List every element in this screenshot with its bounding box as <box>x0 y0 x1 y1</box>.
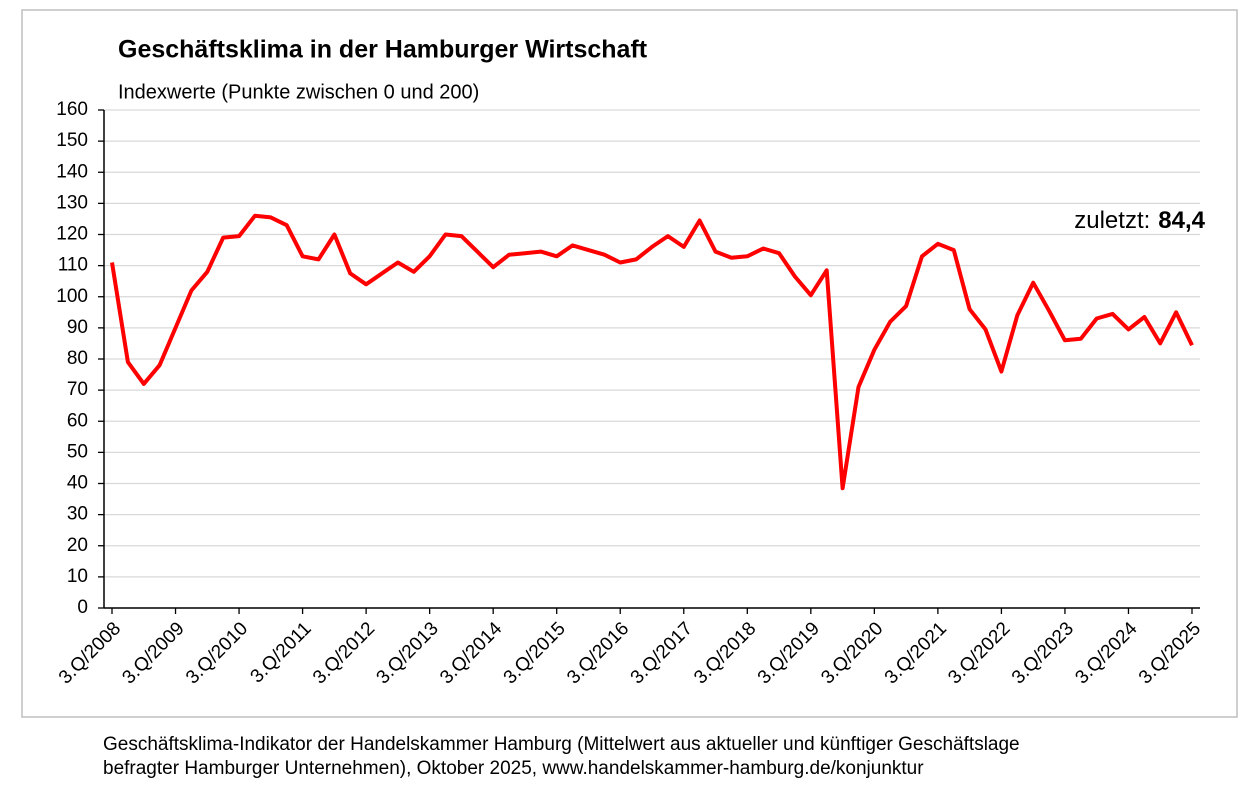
y-tick-label: 30 <box>67 504 88 525</box>
y-tick-label: 50 <box>67 441 88 462</box>
y-tick-label: 0 <box>77 597 88 618</box>
y-tick-label: 110 <box>58 255 88 276</box>
chart-frame <box>21 9 1238 718</box>
y-tick-label: 100 <box>56 286 88 307</box>
source-line: Geschäftsklima-Indikator der Handelskamm… <box>103 734 1020 755</box>
y-tick-label: 90 <box>67 317 88 338</box>
y-tick-label: 150 <box>56 130 88 151</box>
y-tick-label: 160 <box>56 99 88 120</box>
grid <box>98 109 1200 614</box>
chart-subtitle: Indexwerte (Punkte zwischen 0 und 200) <box>118 81 479 103</box>
annotation: zuletzt: 84,4 <box>1074 207 1205 234</box>
y-tick-label: 10 <box>67 566 88 587</box>
y-tick-label: 140 <box>56 161 88 182</box>
chart-title: Geschäftsklima in der Hamburger Wirtscha… <box>118 36 648 64</box>
y-tick-label: 70 <box>67 379 88 400</box>
data-line <box>110 213 1194 491</box>
y-tick-label: 40 <box>67 473 88 494</box>
plot <box>110 213 1194 491</box>
y-tick-label: 60 <box>67 410 88 431</box>
annotation-text: zuletzt: <box>1074 207 1150 234</box>
annotation-value: 84,4 <box>1158 207 1205 234</box>
y-tick-label: 130 <box>56 192 88 213</box>
y-tick-label: 80 <box>67 348 88 369</box>
source-line: befragter Hamburger Unternehmen), Oktobe… <box>103 758 924 779</box>
y-tick-label: 20 <box>67 535 88 556</box>
y-tick-label: 120 <box>56 224 88 245</box>
